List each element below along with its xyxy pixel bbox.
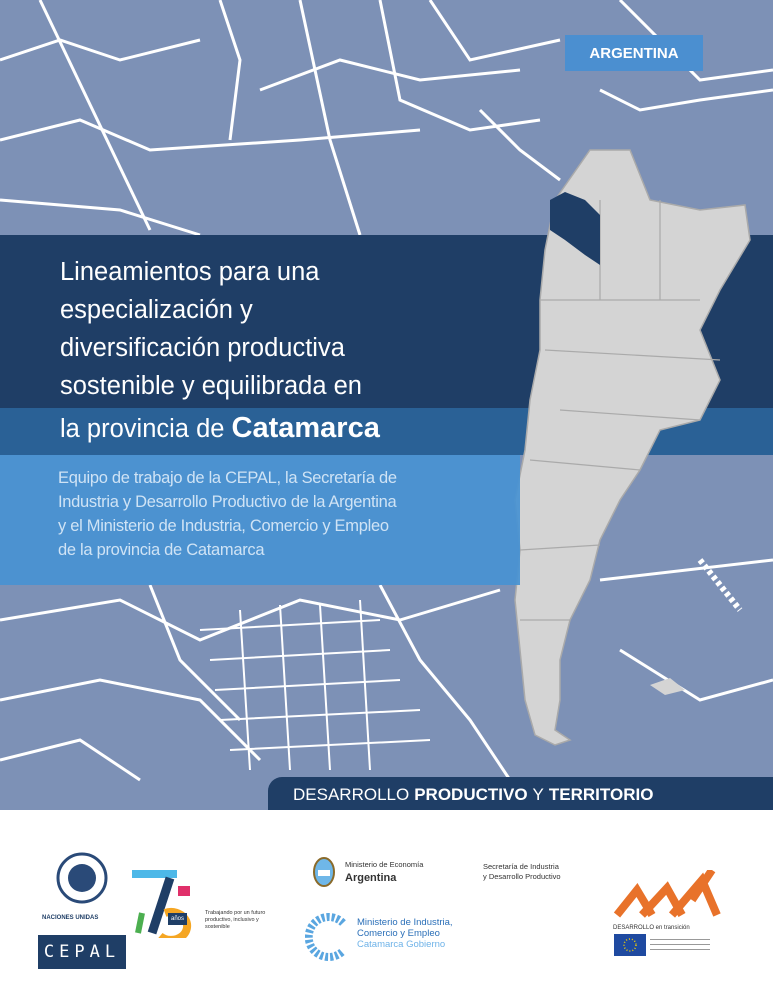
series-word: TERRITORIO	[548, 785, 654, 804]
title-line: sostenible y equilibrada en	[60, 372, 362, 400]
title-line: diversificación productiva	[60, 334, 345, 362]
title-line: especialización y	[60, 296, 253, 324]
authors-line: y el Ministerio de Industria, Comercio y…	[58, 517, 389, 535]
ministerio-economia: Ministerio de Economía	[345, 860, 424, 869]
series-word: Y	[532, 785, 544, 804]
det-label: DESARROLLO en transición	[613, 925, 690, 931]
road-map-background	[0, 0, 773, 782]
subtitle-band	[0, 455, 520, 585]
falkland-islands	[650, 678, 685, 695]
mice-line: Ministerio de Industria,	[357, 917, 453, 928]
country-tag: ARGENTINA	[565, 35, 703, 71]
secretaria-line: Secretaría de Industria	[483, 862, 559, 871]
cepal-75-logo	[132, 870, 192, 938]
un-label: NACIONES UNIDAS	[42, 915, 99, 921]
title-province: Catamarca	[231, 412, 380, 444]
authors-line: Equipo de trabajo de la CEPAL, la Secret…	[58, 469, 397, 487]
anniversary-tagline: Trabajando por un futuro productivo, inc…	[205, 910, 266, 930]
un-emblem-icon	[56, 852, 108, 904]
title-line: la provincia de	[60, 415, 225, 443]
document-title: Lineamientos para una especialización y …	[60, 253, 530, 448]
mice-line: Comercio y Empleo	[357, 928, 440, 939]
title-line: Lineamientos para una	[60, 258, 320, 286]
catamarca-province-highlight	[550, 192, 600, 265]
authors-line: Industria y Desarrollo Productivo de la …	[58, 493, 397, 511]
series-label: DESARROLLO PRODUCTIVO Y TERRITORIO	[268, 777, 773, 810]
authors-line: de la provincia de Catamarca	[58, 541, 265, 559]
argentina-label: Argentina	[345, 872, 397, 884]
anniversary-word: años	[168, 913, 188, 925]
catamarca-c-logo-icon	[305, 913, 346, 961]
mice-line: Catamarca Gobierno	[357, 939, 446, 950]
eu-text-illegible	[650, 937, 710, 953]
eu-flag-icon	[614, 934, 646, 956]
cepal-logo: CEPAL	[38, 935, 126, 969]
document-authors: Equipo de trabajo de la CEPAL, la Secret…	[58, 466, 518, 562]
argentina-outline	[514, 149, 751, 746]
secretaria-line: y Desarrollo Productivo	[483, 872, 561, 881]
secretaria-label: Secretaría de Industria y Desarrollo Prod…	[483, 862, 561, 882]
series-word: PRODUCTIVO	[414, 785, 528, 804]
argentina-map	[514, 149, 751, 746]
argentina-coat-of-arms-icon	[313, 857, 335, 887]
ministerio-industria-catamarca: Ministerio de Industria, Comercio y Empl…	[357, 917, 453, 950]
logos-footer: NACIONES UNIDAS CEPAL 75 años Trabajando…	[0, 810, 773, 1000]
series-word: DESARROLLO	[293, 785, 410, 804]
desarrollo-en-transicion-logo	[613, 870, 721, 918]
cover-background: ARGENTINA Lineamientos para una especial…	[0, 0, 773, 810]
